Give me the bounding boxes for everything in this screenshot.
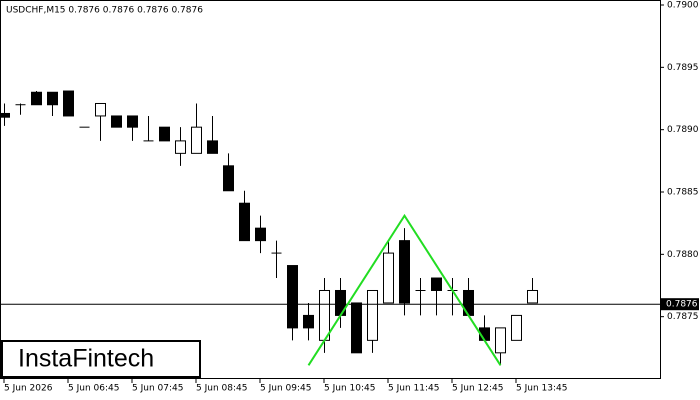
x-tick-label: 5 Jun 07:45 (132, 384, 183, 394)
candle-body (159, 126, 170, 142)
x-tick-label: 5 Jun 2026 (4, 384, 53, 394)
candle-body (399, 240, 410, 304)
x-tick-label: 5 Jun 12:45 (452, 384, 503, 394)
candle-body (31, 91, 42, 106)
candle-body (511, 314, 522, 341)
plot-frame (0, 0, 661, 379)
x-tick-label: 5 Jun 09:45 (260, 384, 311, 394)
current-price-box (661, 298, 699, 311)
x-tick-label: 5 Jun 08:45 (196, 384, 247, 394)
candle-body (175, 140, 186, 154)
y-tick-label: 0.7880 (667, 250, 699, 260)
candle-body (367, 289, 378, 341)
candle-body (239, 202, 250, 242)
x-tick-label: 5 Jun 10:45 (324, 384, 375, 394)
candle-body (303, 314, 314, 329)
y-tick-label: 0.7900 (667, 1, 699, 11)
pattern-line (307, 213, 502, 366)
y-tick-label: 0.7890 (667, 125, 699, 135)
candle-body (223, 165, 234, 192)
candle-body (47, 91, 58, 106)
candle-body (191, 126, 202, 154)
candle-body (207, 140, 218, 154)
x-tick-label: 5 Jun 11:45 (388, 384, 439, 394)
logo: InstaFintech (18, 345, 154, 373)
logo-box (1, 340, 201, 378)
candle-body (255, 227, 266, 242)
current-price-label: 0.7876 (666, 300, 698, 310)
candle-body (95, 102, 106, 117)
candle-body (0, 112, 10, 118)
candle-body (527, 289, 538, 304)
y-tick-label: 0.7895 (667, 63, 699, 73)
candle-body (319, 289, 330, 341)
candle-body (431, 277, 442, 291)
chart-title: USDCHF,M15 0.7876 0.7876 0.7876 0.7876 (6, 6, 203, 16)
y-tick-label: 0.7885 (667, 188, 699, 198)
candle-body (111, 115, 122, 128)
candle-body (127, 115, 138, 128)
x-tick-label: 5 Jun 13:45 (516, 384, 567, 394)
x-tick-label: 5 Jun 06:45 (68, 384, 119, 394)
candle-body (383, 252, 394, 304)
candle-body (351, 302, 362, 354)
candle-body (495, 327, 506, 354)
candle-body (63, 90, 74, 117)
candle-body (287, 265, 298, 329)
y-tick-label: 0.7875 (667, 312, 699, 322)
